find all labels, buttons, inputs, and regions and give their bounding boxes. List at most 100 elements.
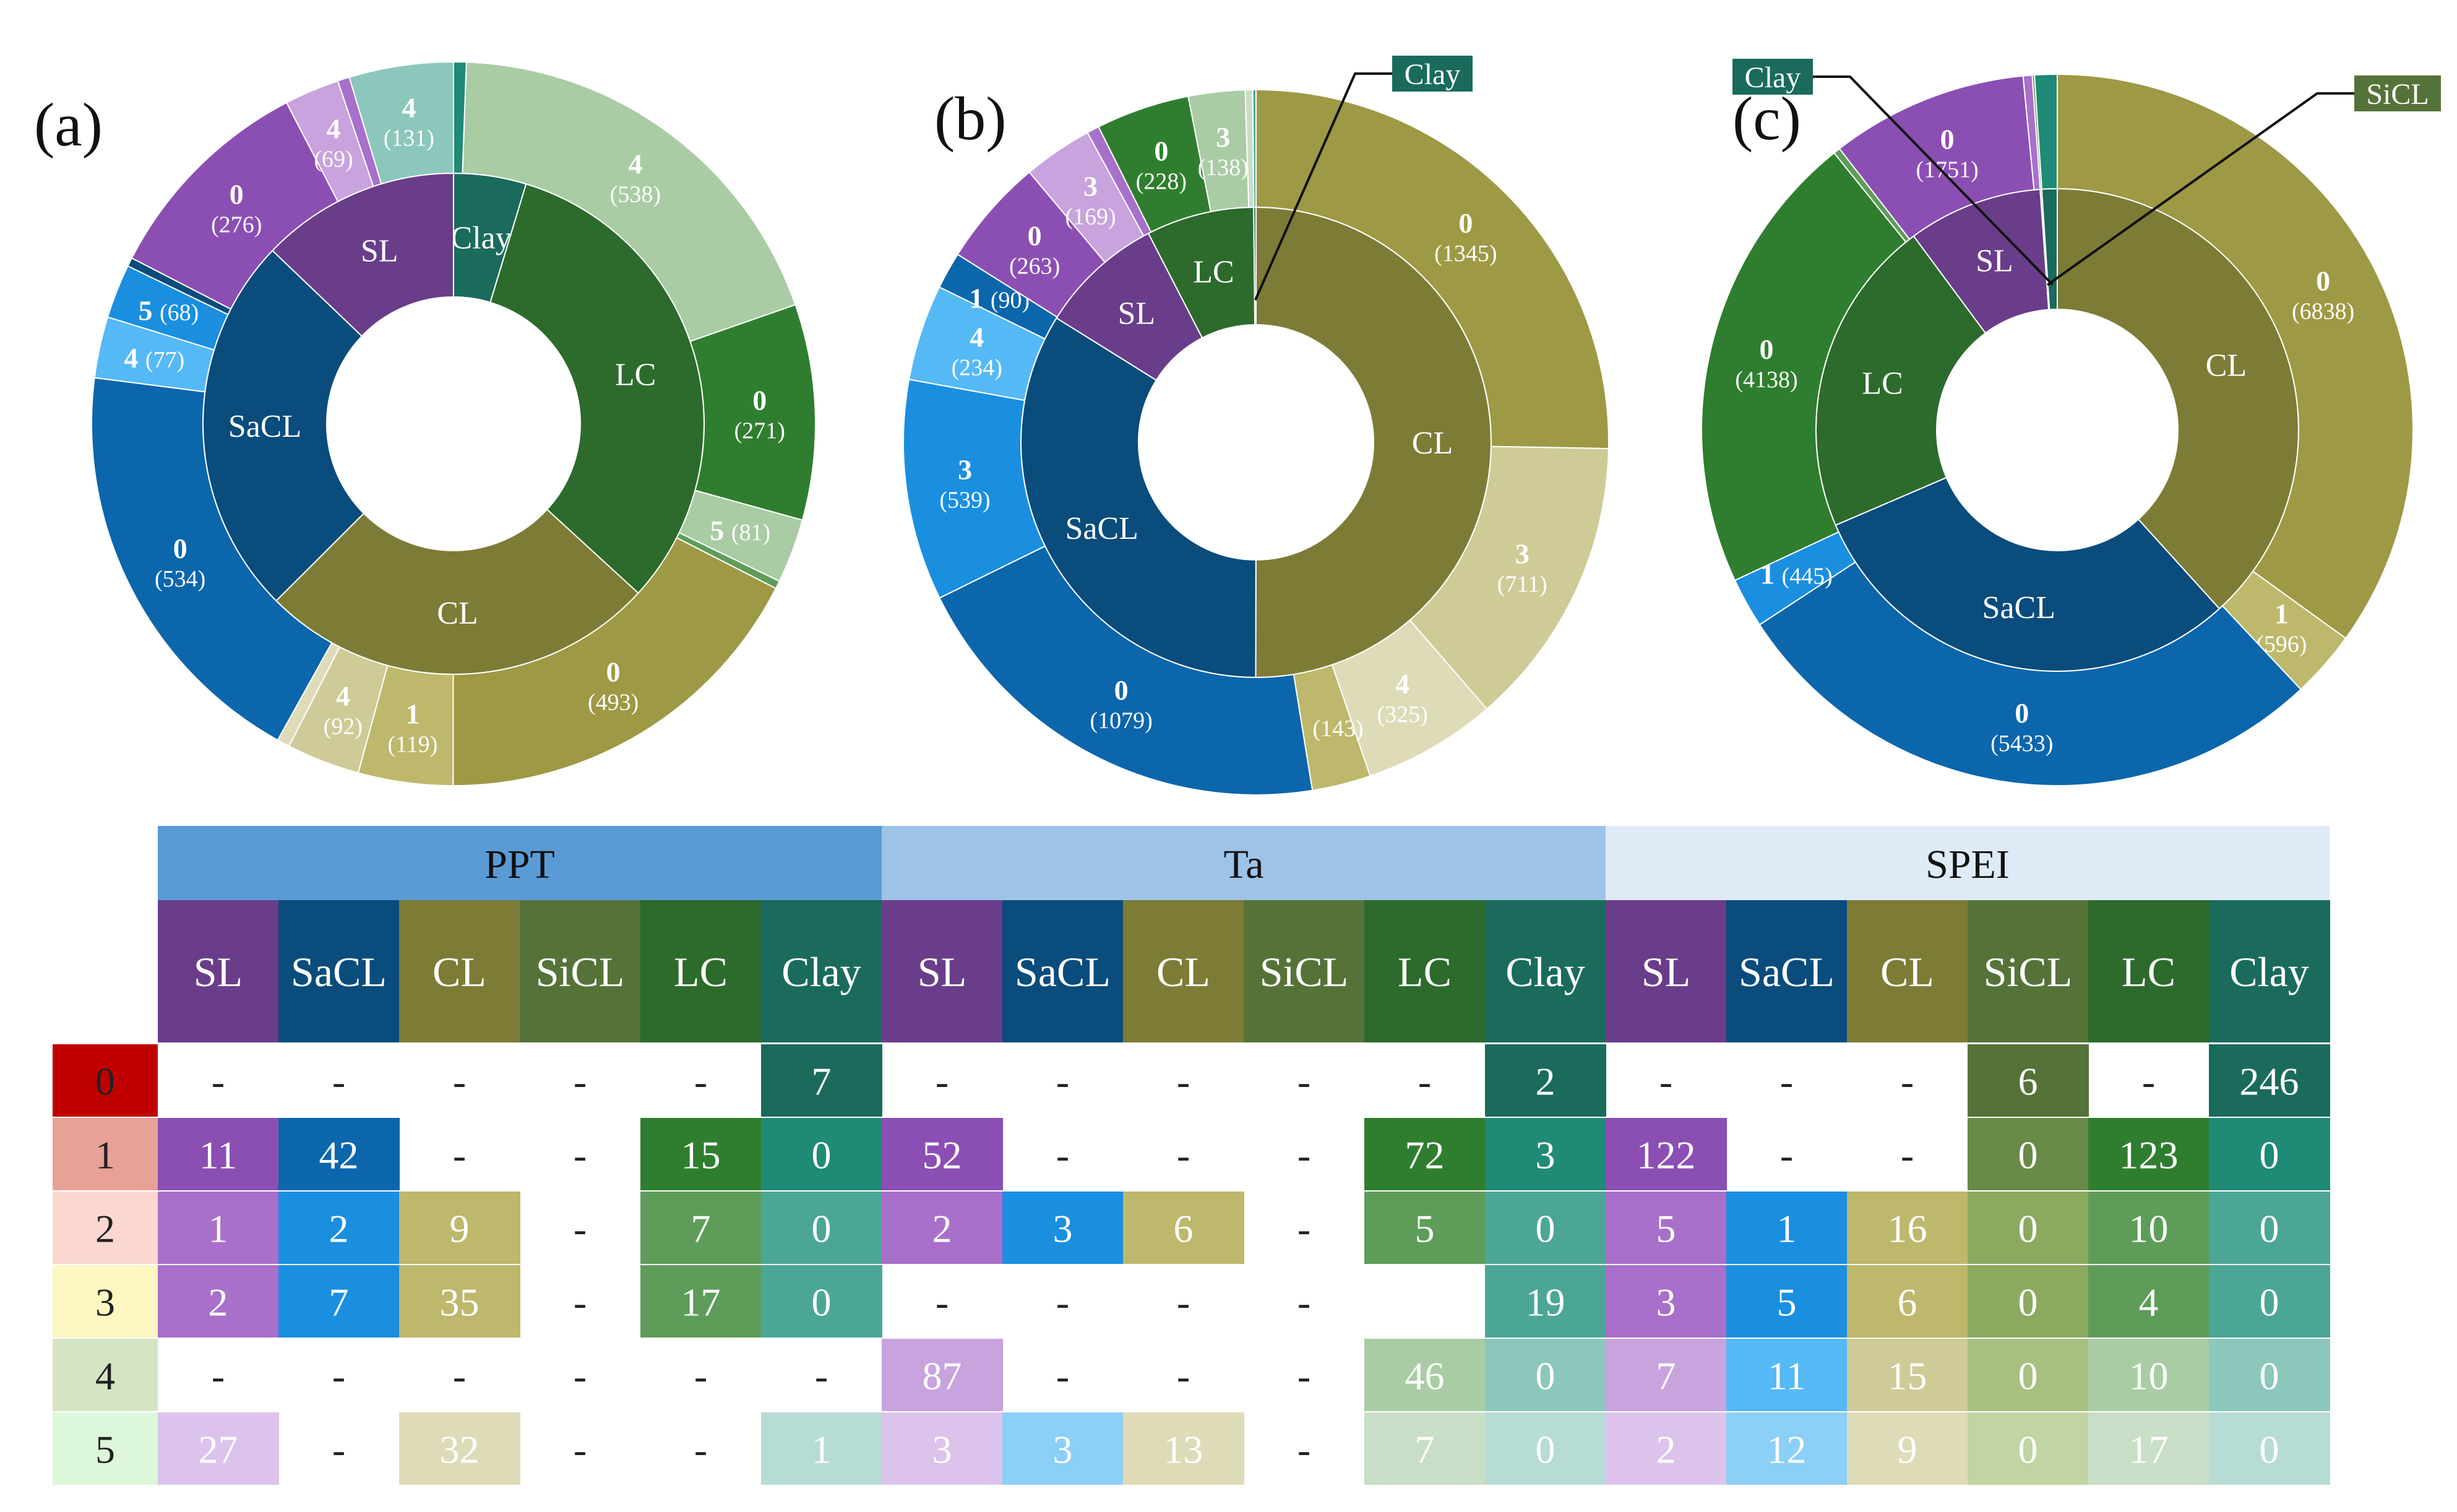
- table-cell-value: 6: [1174, 1207, 1194, 1251]
- inner-ring-label: CL: [1412, 426, 1453, 461]
- table-cell-value: 46: [1405, 1354, 1445, 1398]
- table-cell-value: -: [936, 1060, 949, 1104]
- table-cell-value: -: [1780, 1060, 1793, 1104]
- callout-label: Clay: [1745, 61, 1801, 94]
- table-soil-header: [1847, 900, 1968, 1042]
- table-cell-value: -: [1177, 1060, 1190, 1104]
- table-cell-value: -: [332, 1060, 345, 1104]
- table-cell-fill: [761, 1265, 882, 1338]
- table-cell-fill: [761, 1192, 882, 1264]
- table-row-label: 5: [95, 1428, 115, 1472]
- table-cell-value: 3: [1053, 1207, 1073, 1251]
- table-cell-value: -: [574, 1281, 587, 1325]
- table-cell-value: -: [1297, 1207, 1310, 1251]
- table-soil-label: CL: [432, 948, 486, 995]
- table-soil-label: LC: [1398, 948, 1452, 995]
- table-cell-value: 35: [440, 1281, 480, 1325]
- table-cell-fill: [278, 1192, 400, 1264]
- outer-slice-count: (493): [588, 689, 639, 715]
- table-cell-value: 9: [1898, 1428, 1917, 1472]
- table-cell-value: 0: [2018, 1428, 2038, 1472]
- table-cell-value: 4: [2139, 1281, 2159, 1325]
- outer-ring-slice: [462, 61, 796, 343]
- inner-ring-label: CL: [437, 596, 478, 631]
- table-soil-label: Clay: [1505, 948, 1585, 995]
- table-cell-value: 32: [440, 1428, 480, 1472]
- table-cell-value: -: [694, 1060, 707, 1104]
- table-cell-value: 0: [2018, 1133, 2038, 1177]
- table-cell-value: 17: [681, 1281, 721, 1325]
- table-cell-value: -: [1056, 1354, 1069, 1398]
- table-cell-value: 246: [2240, 1060, 2299, 1104]
- table-cell-fill: [882, 1339, 1003, 1411]
- table-cell-fill: [1606, 1265, 1727, 1338]
- outer-ring-slice: [1409, 445, 1609, 710]
- table-cell-value: -: [1056, 1060, 1069, 1104]
- table-group-label: SPEI: [1926, 842, 2010, 887]
- table-cell-fill: [1726, 1265, 1848, 1338]
- table-cell-fill: [1968, 1118, 2089, 1190]
- table-cell-value: -: [1056, 1133, 1069, 1177]
- outer-slice-category: 3: [958, 454, 972, 486]
- inner-ring-label: LC: [1193, 254, 1234, 290]
- inner-ring-label: SL: [1118, 296, 1156, 331]
- table-cell-value: -: [1177, 1133, 1190, 1177]
- outer-slice-category: 0: [606, 656, 621, 687]
- table-cell-fill: [1968, 1412, 2089, 1485]
- table-cell-fill: [2209, 1265, 2330, 1338]
- table-cell-value: -: [1056, 1281, 1069, 1325]
- table-cell-value: 19: [1526, 1281, 1565, 1325]
- table-cell-value: -: [212, 1060, 225, 1104]
- table-cell-fill: [1364, 1118, 1486, 1190]
- table-cell-value: -: [936, 1281, 949, 1325]
- outer-slice-count: (234): [952, 355, 1002, 381]
- outer-slice-category: 0: [2316, 265, 2330, 296]
- table-group-header: [1606, 826, 2330, 900]
- table-cell-value: 0: [2018, 1207, 2038, 1251]
- table-row-header: [53, 1412, 158, 1485]
- table-cell-value: 3: [1536, 1133, 1556, 1177]
- outer-slice-category: 4: [336, 681, 350, 712]
- outer-slice-category: 0: [1114, 674, 1129, 706]
- table-cell-value: 2: [209, 1281, 228, 1325]
- table-cell-fill: [1485, 1044, 1606, 1117]
- table-soil-header: [882, 900, 1003, 1042]
- outer-slice-category: 3: [1515, 538, 1530, 569]
- table-cell-value: -: [453, 1133, 466, 1177]
- inner-ring-label: CL: [2206, 348, 2247, 384]
- outer-slice-category: 0: [230, 179, 244, 210]
- outer-slice-category: 4: [327, 113, 341, 145]
- table-cell-value: 7: [812, 1060, 832, 1104]
- table-soil-label: CL: [1880, 948, 1934, 995]
- table-cell-value: 0: [2018, 1354, 2038, 1398]
- table-cell-value: 2: [932, 1207, 952, 1251]
- table-cell-value: -: [1297, 1133, 1310, 1177]
- table-cell-value: 72: [1405, 1133, 1445, 1177]
- table-cell-value: 13: [1164, 1428, 1203, 1472]
- callout-box: [1732, 59, 1813, 95]
- callout-box: [2354, 75, 2441, 111]
- table-soil-label: CL: [1156, 948, 1210, 995]
- panel-letter: (c): [1732, 84, 1801, 153]
- table-soil-header: [1002, 900, 1124, 1042]
- table-cell-value: -: [332, 1428, 345, 1472]
- table-group-label: PPT: [484, 842, 555, 887]
- table-cell-fill: [2088, 1192, 2210, 1264]
- table-cell-value: 87: [923, 1354, 962, 1398]
- table-cell-fill: [882, 1192, 1003, 1264]
- outer-slice-count: (271): [734, 418, 785, 444]
- table-cell-value: 1: [209, 1207, 228, 1251]
- table-cell-value: 0: [812, 1207, 832, 1251]
- table-cell-fill: [2088, 1412, 2210, 1485]
- table-cell-fill: [1485, 1339, 1606, 1411]
- table-row-label: 4: [95, 1354, 115, 1398]
- table-cell-fill: [1606, 1412, 1727, 1485]
- panel-letter: (a): [34, 90, 103, 159]
- table-soil-header: [278, 900, 400, 1042]
- table-row-header: [53, 1265, 158, 1338]
- table-soil-label: SL: [918, 948, 966, 995]
- outer-ring-slice: [452, 536, 777, 787]
- table-soil-header: [640, 900, 762, 1042]
